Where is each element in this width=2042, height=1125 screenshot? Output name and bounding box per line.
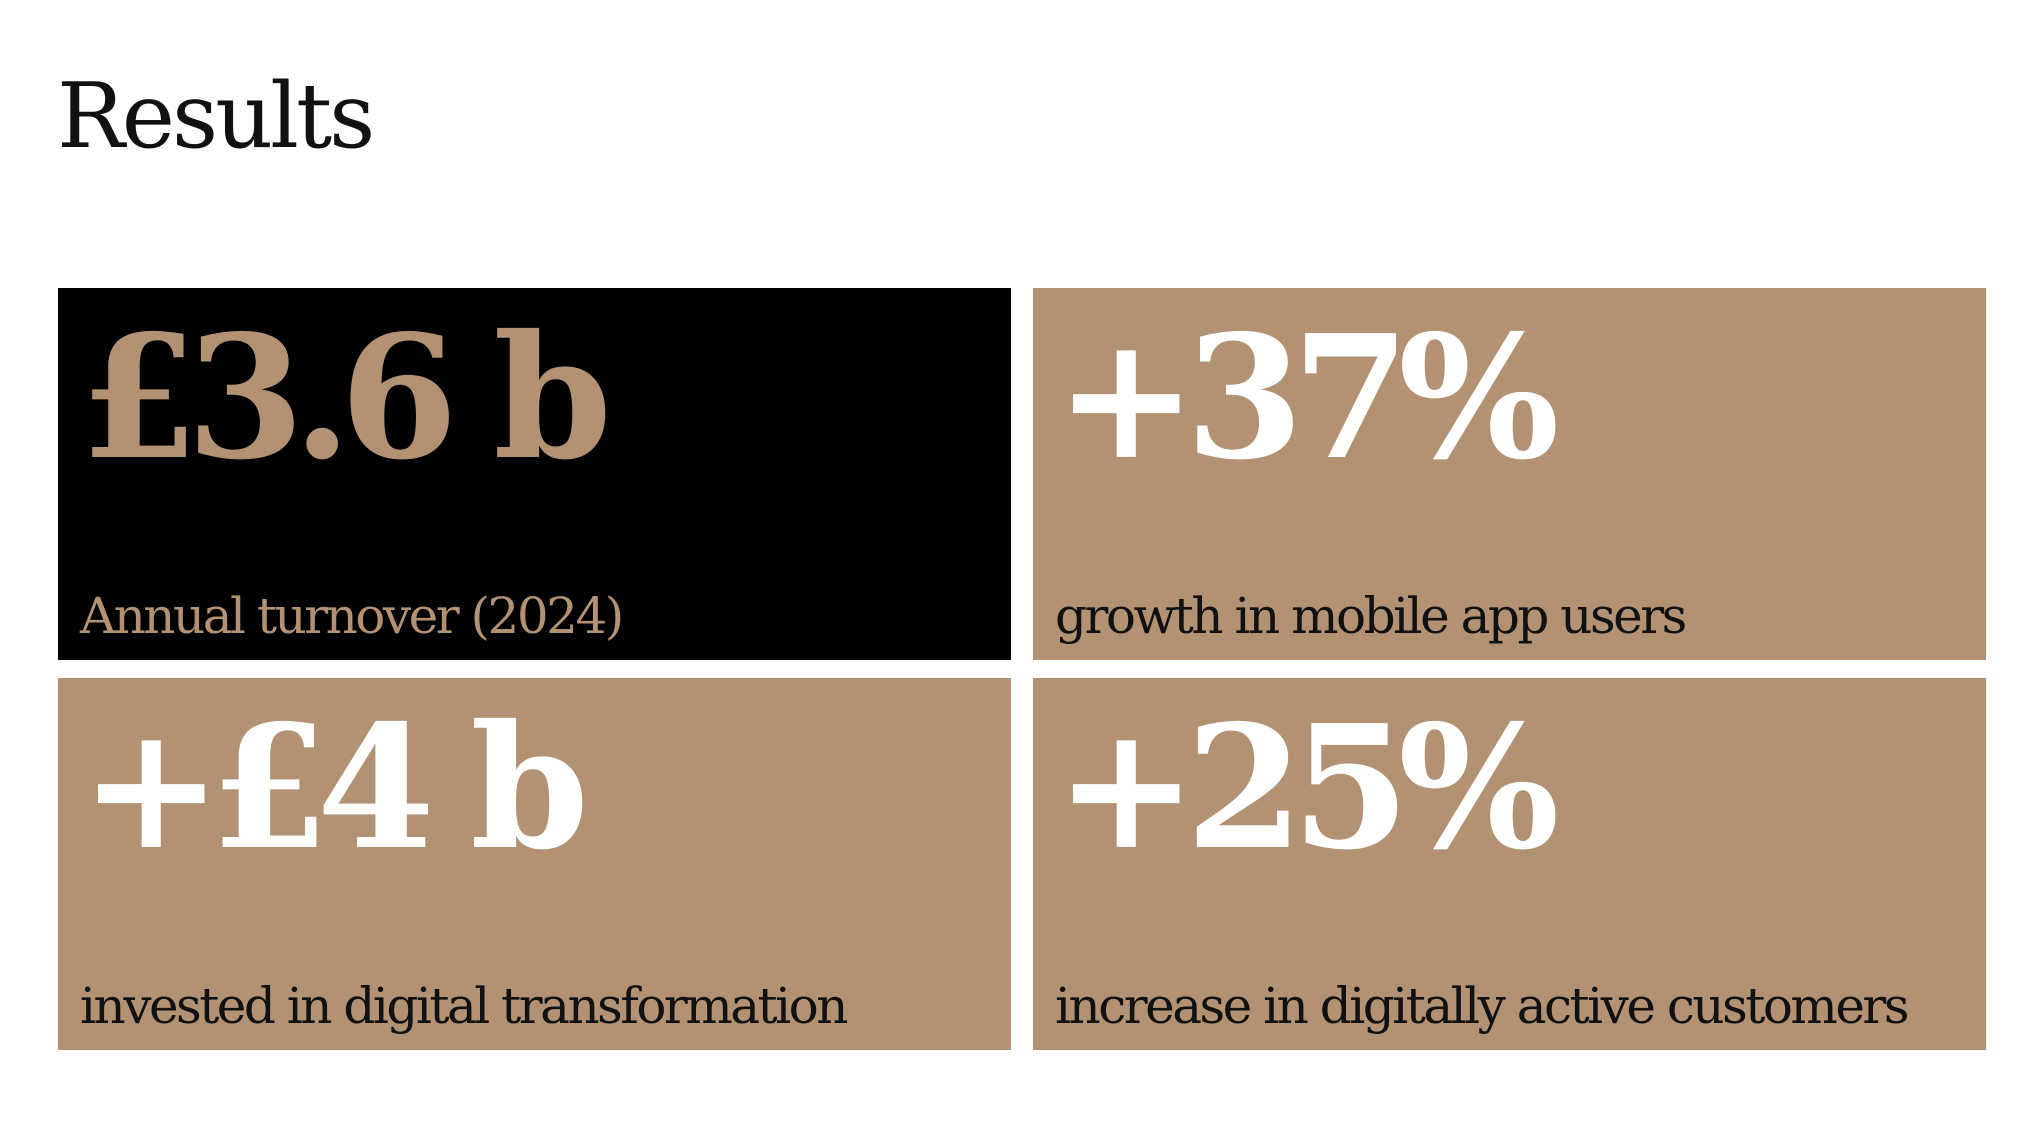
stat-card-mobile-app-growth: +37% growth in mobile app users xyxy=(1033,288,1986,660)
page-title: Results xyxy=(57,64,375,169)
stat-caption: growth in mobile app users xyxy=(1055,587,1687,645)
stat-value: £3.6 b xyxy=(80,298,612,498)
stat-card-annual-turnover: £3.6 b Annual turnover (2024) xyxy=(58,288,1011,660)
stat-card-digital-investment: +£4 b invested in digital transformation xyxy=(58,678,1011,1050)
stat-caption: invested in digital transformation xyxy=(80,977,848,1035)
stat-value: +25% xyxy=(1055,688,1560,888)
stat-value: +£4 b xyxy=(80,688,589,888)
stat-value: +37% xyxy=(1055,298,1560,498)
stat-caption: increase in digitally active customers xyxy=(1055,977,1910,1035)
results-grid: £3.6 b Annual turnover (2024) +37% growt… xyxy=(58,288,1986,1050)
stat-card-digital-customers: +25% increase in digitally active custom… xyxy=(1033,678,1986,1050)
stat-caption: Annual turnover (2024) xyxy=(80,587,624,645)
